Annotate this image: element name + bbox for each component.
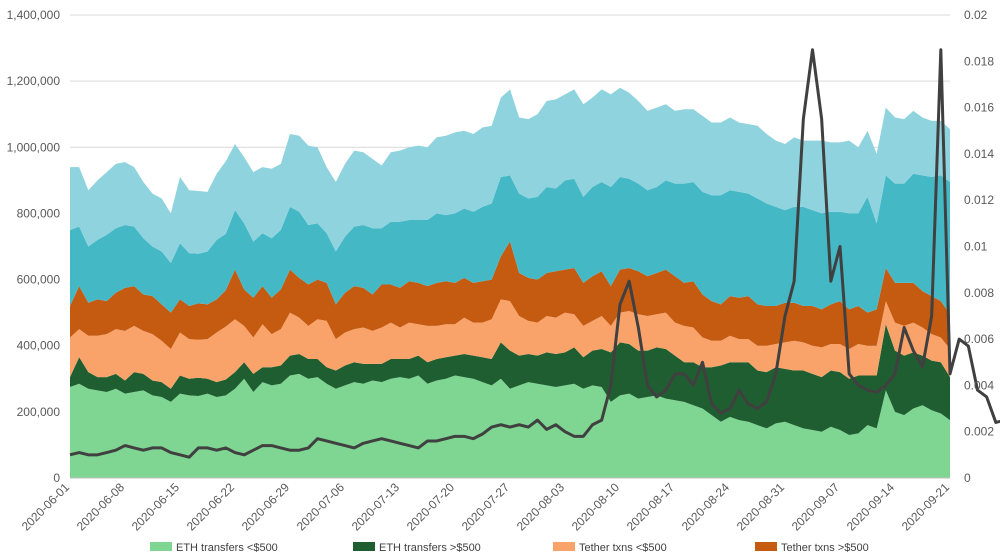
y2-tick-label: 0: [964, 471, 971, 485]
x-tick-label: 2020-07-13: [349, 480, 403, 534]
area-series-3: [70, 299, 950, 389]
legend-label: ETH transfers <$500: [176, 542, 278, 554]
x-tick-label: 2020-06-01: [19, 480, 73, 534]
x-tick-label: 2020-08-03: [514, 480, 568, 534]
legend-label: Tether txns >$500: [781, 542, 869, 554]
y-axis-left: 0 200,000 400,000 600,000 800,000 1,000,000 1,…: [7, 8, 61, 485]
y2-tick-label: 0.014: [964, 147, 994, 161]
ratio-line-group: [69, 48, 1000, 459]
x-tick-label: 2020-06-22: [184, 480, 238, 534]
x-axis: 2020-06-01 2020-06-08 2020-06-15 2020-06-22…: [19, 477, 953, 534]
y2-tick-label: 0.004: [964, 378, 994, 392]
y-tick-label: 1,400,000: [7, 8, 61, 22]
area-series-5: [70, 173, 950, 315]
legend-swatch: [553, 542, 575, 551]
ratio-line: [69, 48, 1000, 459]
legend-swatch: [353, 542, 375, 551]
y-tick-label: 600,000: [17, 273, 61, 287]
y-tick-label: 1,200,000: [7, 74, 61, 88]
area-series-4: [70, 241, 950, 350]
y2-tick-label: 0.018: [964, 54, 994, 68]
y2-tick-label: 0.012: [964, 193, 994, 207]
x-tick-label: 2020-08-31: [734, 480, 788, 534]
y-tick-label: 800,000: [17, 206, 61, 220]
y-tick-label: 200,000: [17, 405, 61, 419]
x-tick-label: 2020-07-06: [294, 480, 348, 534]
x-tick-label: 2020-08-10: [569, 480, 623, 534]
area-series-6: [70, 87, 950, 264]
y-tick-label: 400,000: [17, 339, 61, 353]
y2-tick-label: 0.008: [964, 286, 994, 300]
x-tick-label: 2020-06-29: [239, 480, 293, 534]
x-tick-label: 2020-09-14: [844, 480, 898, 534]
y2-tick-label: 0.02: [964, 8, 988, 22]
x-tick-label: 2020-08-17: [624, 480, 678, 534]
y2-tick-label: 0.016: [964, 101, 994, 115]
legend-swatch: [755, 542, 777, 551]
x-tick-label: 2020-08-24: [679, 480, 733, 534]
y2-tick-label: 0.006: [964, 332, 994, 346]
legend-label: Tether txns <$500: [579, 542, 667, 554]
legend: ETH transfers <$500 ETH transfers >$500 Te…: [150, 542, 869, 554]
x-tick-label: 2020-06-15: [129, 480, 183, 534]
x-tick-label: 2020-09-21: [899, 480, 953, 534]
x-tick-label: 2020-07-20: [404, 480, 458, 534]
stacked-areas: [70, 87, 950, 478]
y-tick-label: 0: [53, 471, 60, 485]
x-tick-label: 2020-07-27: [459, 480, 513, 534]
y-tick-label: 1,000,000: [7, 140, 61, 154]
y2-tick-label: 0.01: [964, 240, 988, 254]
x-tick-label: 2020-06-08: [74, 480, 128, 534]
x-tick-label: 2020-09-07: [789, 480, 843, 534]
legend-label: ETH transfers >$500: [379, 542, 481, 554]
y2-tick-label: 0.002: [964, 425, 994, 439]
y-axis-right: 0 0.002 0.004 0.006 0.008 0.01 0.012 0.014 0.016…: [964, 8, 994, 485]
legend-swatch: [150, 542, 172, 551]
